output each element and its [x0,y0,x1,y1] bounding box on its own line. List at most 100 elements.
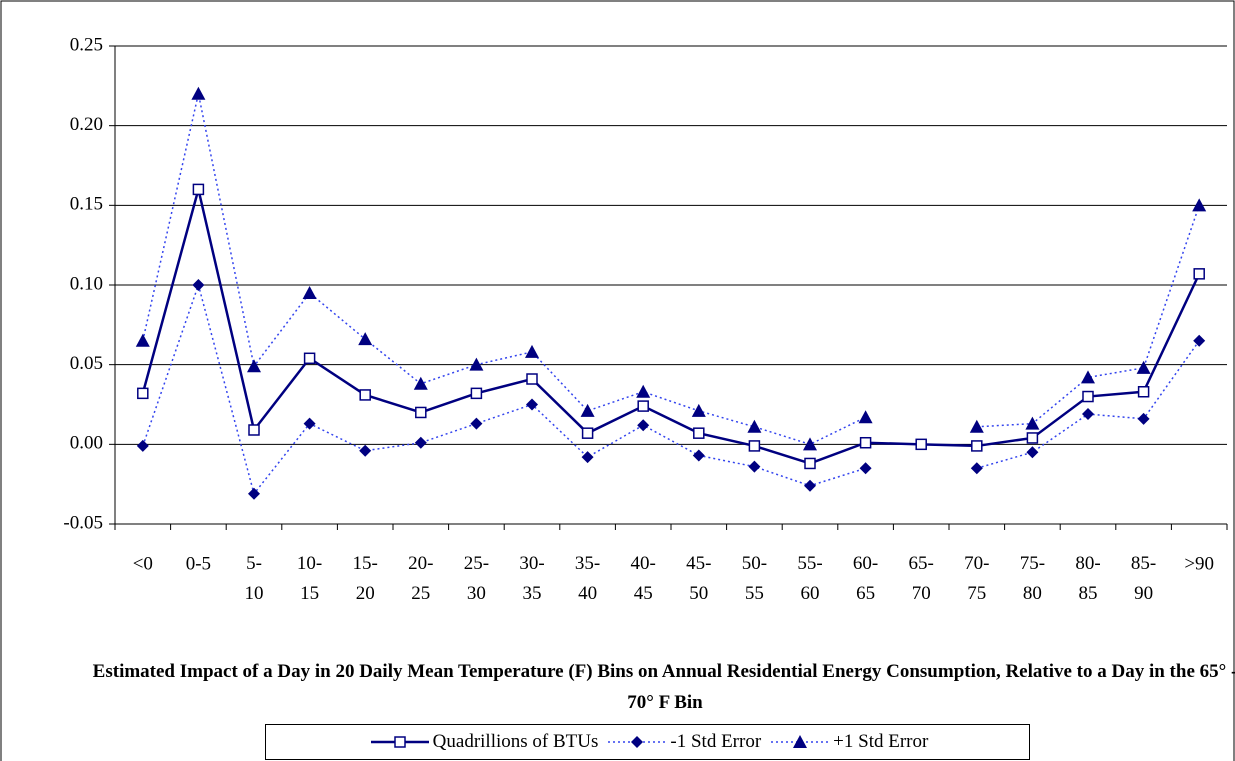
marker [971,440,983,452]
marker [859,436,872,449]
marker [580,403,595,417]
marker [413,376,428,390]
marker [135,333,150,347]
marker [470,387,483,400]
x-tick-label: 65-70 [909,553,934,604]
legend-label: -1 Std Error [670,731,762,752]
legend-item: Quadrillions of BTUs [367,731,599,753]
legend-item: -1 Std Error [604,731,761,753]
marker [748,460,761,473]
y-tick-label: 0.05 [70,353,103,374]
legend-swatch [608,736,667,748]
y-tick-label: 0.00 [70,433,103,454]
marker [303,417,316,430]
marker [415,406,427,419]
x-tick-label: 35-40 [575,553,600,604]
marker [393,736,406,748]
marker [525,344,539,358]
x-tick-label: 30-35 [519,553,544,604]
y-tick-label: 0.25 [70,34,103,55]
x-tick-label: 55-60 [797,553,822,604]
marker [414,436,427,449]
x-tick-label: 5-10 [245,553,264,604]
x-tick-label: 85-90 [1131,553,1156,604]
legend-item: +1 Std Error [767,731,928,753]
x-tick-label: 25-30 [464,553,489,604]
marker [969,419,984,433]
marker [1137,386,1150,398]
marker [1082,390,1094,403]
marker [526,398,538,411]
marker [691,403,706,417]
marker [1081,370,1095,384]
marker [1026,446,1039,459]
marker [1193,334,1206,347]
marker [858,410,873,424]
x-tick-label: 10-15 [297,553,322,604]
marker [637,419,650,432]
marker [469,357,484,371]
marker [804,479,816,492]
marker [1082,408,1094,421]
x-tick-label: 45-50 [686,553,711,604]
marker [631,736,644,748]
marker [1192,198,1207,212]
marker [793,735,808,748]
marker [803,437,817,451]
marker [1193,268,1205,280]
marker [137,387,149,400]
x-tick-label: 0-5 [186,553,211,574]
marker [1026,432,1039,444]
y-tick-label: 0.10 [70,273,103,294]
marker [359,444,372,457]
marker [693,427,705,439]
marker [359,389,371,401]
legend-label: Quadrillions of BTUs [432,731,599,752]
marker [804,457,816,470]
marker [248,487,260,500]
x-tick-label: 50-55 [742,553,767,604]
marker [247,359,261,373]
marker [859,462,872,475]
marker [302,285,317,299]
x-tick-label: <0 [133,553,153,574]
legend-swatch [771,735,830,748]
y-tick-label: 0.20 [70,114,103,135]
marker [581,427,594,439]
marker [248,424,260,436]
x-tick-label: 80-85 [1075,553,1100,604]
marker [636,384,651,398]
x-axis-title: Estimated Impact of a Day in 20 Daily Me… [92,661,1235,713]
marker [581,451,594,464]
marker [303,352,316,365]
marker [358,332,373,346]
marker [637,400,649,412]
x-tick-label: 60-65 [853,553,878,604]
marker [1137,412,1150,425]
marker [192,183,205,196]
marker [526,373,538,385]
marker [747,419,762,433]
marker [692,449,705,462]
x-tick-label: 15-20 [353,553,378,604]
x-tick-label: 40-45 [631,553,656,604]
legend: Quadrillions of BTUs -1 Std Error +1 Std E… [265,724,1030,760]
marker [915,438,927,451]
legend-label: +1 Std Error [833,731,929,752]
y-tick-label: -0.05 [63,512,103,533]
marker [1136,360,1151,374]
x-tick-label: >90 [1184,553,1214,574]
marker [970,462,983,475]
marker [192,279,205,291]
marker [136,439,149,452]
series-line [141,189,1201,465]
y-tick-label: 0.15 [70,194,103,215]
marker [748,440,761,452]
x-tick-label: 20-25 [408,553,433,604]
series-line [142,93,1200,446]
legend-swatch [370,736,429,748]
marker [470,417,483,430]
